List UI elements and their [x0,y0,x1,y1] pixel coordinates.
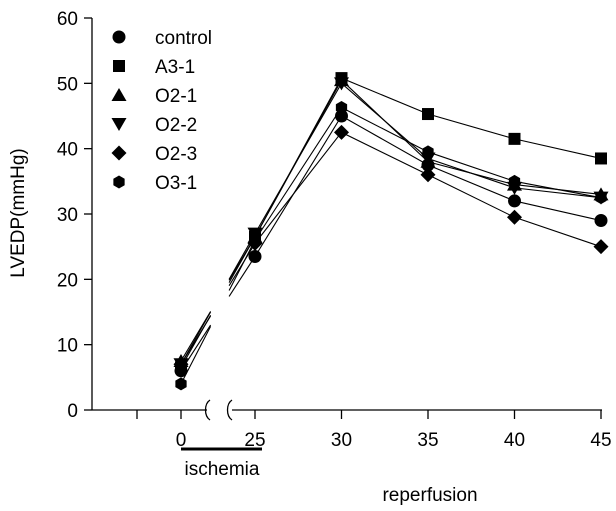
y-tick-label: 60 [57,9,78,30]
series-lines [180,77,602,385]
y-tick-label: 50 [57,74,78,95]
series-line-segment [180,315,212,365]
series-line-segment [228,256,256,297]
data-point [422,145,434,159]
data-point [594,214,608,228]
axis-break-mark [226,399,233,421]
legend-marker [111,145,127,161]
axis-break-mark [204,399,211,421]
y-tick-label: 0 [67,401,78,422]
data-point [335,101,348,115]
x-tick-label: 30 [331,430,352,451]
legend-marker [112,30,126,44]
data-point [508,132,521,145]
legend-label: O3-1 [155,173,197,194]
series-markers [173,72,609,391]
legend-label: A3-1 [155,57,195,78]
data-point [507,209,522,225]
data-point [334,124,349,140]
data-point [593,239,609,255]
y-tick-label: 40 [57,140,78,161]
x-tick-label: 45 [590,430,611,451]
ischemia-label: ischemia [185,459,260,480]
legend-label: O2-3 [155,144,197,165]
data-point [248,249,262,263]
data-point [420,167,436,183]
legend-label: control [155,28,212,49]
x-tick-label: 40 [504,430,525,451]
data-point [173,356,189,372]
data-point [508,174,521,188]
y-axis-label: LVEDP(mmHg) [8,148,29,278]
legend-label: O2-2 [155,115,197,136]
legend-marker [113,60,125,72]
data-point [335,109,348,123]
legend-label: O2-1 [155,86,197,107]
legend-marker [113,175,125,189]
x-tick-label: 0 [176,430,187,451]
x-tick-label: 35 [417,430,438,451]
data-point [508,194,521,208]
series-line-segment [228,239,256,291]
reperfusion-label: reperfusion [382,485,477,506]
legend-marker [111,118,127,131]
axes: 0 10 20 30 40 50 60 0 25 30 35 40 45 [57,9,612,451]
data-point [334,77,349,91]
legend: control A3-1 O2-1 O2-2 O2-3 O3-1 [111,28,212,194]
legend-marker [111,88,127,101]
y-tick-label: 20 [57,270,78,291]
y-tick-label: 30 [57,205,78,226]
data-point [595,152,607,165]
data-point [175,377,187,391]
x-tick-label: 25 [244,430,265,451]
y-tick-label: 10 [57,336,78,357]
data-point [249,233,261,247]
data-point [595,191,607,205]
series-line [254,115,602,257]
data-point [422,108,434,121]
